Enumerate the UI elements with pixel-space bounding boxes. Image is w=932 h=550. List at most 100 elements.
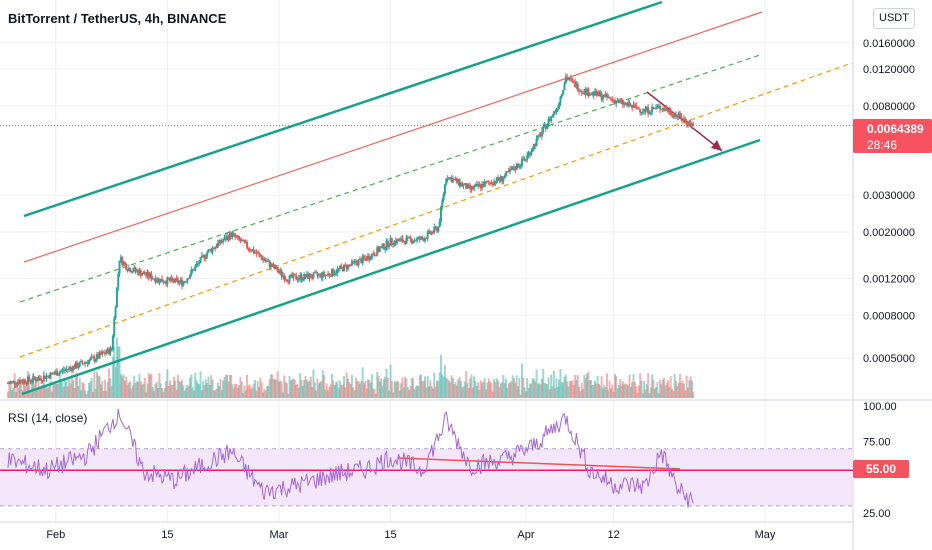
volume-bar (131, 385, 134, 398)
volume-bar (498, 387, 501, 398)
volume-bar (214, 390, 217, 398)
volume-bar (487, 378, 490, 398)
volume-bar (117, 346, 120, 398)
volume-bar (74, 374, 77, 398)
volume-bar (174, 380, 177, 398)
volume-bar (194, 372, 197, 398)
volume-bar (528, 383, 531, 398)
candle-body (445, 178, 448, 185)
candle-body (467, 184, 470, 186)
candle-body (518, 165, 521, 168)
candle-body (591, 92, 594, 94)
volume-bar (679, 373, 682, 398)
candle-body (179, 279, 182, 282)
candle-body (571, 79, 574, 81)
candle-body (219, 239, 222, 243)
candle-body (182, 282, 185, 286)
volume-bar (329, 384, 332, 398)
candle-body (360, 258, 363, 264)
candle-body (574, 81, 577, 88)
rsi-level-tag: 55.00 (853, 460, 909, 478)
x-tick-label: 15 (161, 529, 173, 541)
volume-bar (301, 386, 304, 398)
candle-body (559, 96, 562, 104)
volume-bar (199, 371, 202, 398)
candle-body (58, 372, 61, 375)
candle-body (99, 352, 102, 355)
candle-body (203, 255, 206, 259)
candle-body (110, 347, 113, 350)
candle-body (417, 237, 420, 239)
volume-bar (619, 378, 622, 398)
candle-body (175, 278, 178, 280)
candle-body (248, 248, 251, 251)
volume-bar (72, 380, 75, 398)
volume-bar (361, 367, 364, 398)
candle-body (194, 266, 197, 271)
candle-body (544, 124, 547, 129)
volume-bar (586, 373, 589, 398)
volume-bar (240, 381, 243, 398)
volume-bar (546, 384, 549, 398)
volume-bar (344, 387, 347, 398)
volume-bar (600, 376, 603, 398)
candle-body (570, 77, 573, 80)
volume-bar (459, 380, 462, 398)
volume-bar (641, 393, 644, 398)
candle-body (147, 271, 150, 278)
volume-bar (308, 380, 311, 398)
candle-body (292, 274, 295, 278)
volume-bar (439, 354, 442, 398)
volume-bar (70, 374, 73, 398)
candle-body (558, 103, 561, 109)
volume-bar (42, 370, 45, 398)
candle-body (600, 92, 603, 100)
volume-bar (316, 378, 319, 398)
candle-body (62, 369, 65, 371)
volume-bar (538, 383, 541, 398)
candle-body (667, 110, 670, 113)
candle-body (139, 270, 142, 276)
candle-body (653, 108, 656, 110)
volume-bar (594, 380, 597, 398)
volume-bar (675, 380, 678, 398)
volume-bar (196, 383, 199, 398)
volume-bar (110, 386, 113, 398)
candle-body (265, 261, 268, 263)
candle-body (596, 91, 599, 96)
volume-bar (333, 385, 336, 398)
volume-bar (495, 378, 498, 398)
candle-body (303, 273, 306, 280)
volume-bar (56, 384, 59, 398)
volume-bar (580, 382, 583, 398)
candle-body (312, 272, 315, 278)
candle-body (125, 263, 128, 270)
candle-body (470, 186, 473, 190)
candle-body (613, 100, 616, 104)
volume-bar (461, 387, 464, 398)
rsi-panel (0, 408, 853, 508)
volume-bar (252, 384, 255, 398)
volume-bar (535, 369, 538, 398)
candle-body (33, 376, 36, 379)
volume-bar (424, 376, 427, 398)
currency-selector[interactable]: USDT (873, 8, 915, 29)
candle-body (645, 107, 648, 111)
candle-body (171, 277, 174, 280)
candle-body (98, 352, 101, 359)
candle-body (454, 178, 457, 180)
volume-bar (182, 385, 185, 398)
volume-bar (126, 384, 129, 398)
candle-body (408, 236, 411, 238)
volume-bar (612, 391, 615, 398)
x-tick-label: Apr (517, 529, 534, 541)
volume-bar (591, 384, 594, 398)
volume-bar (304, 375, 307, 398)
volume-bar (547, 377, 550, 398)
volume-bar (398, 390, 401, 398)
y-tick-label: 0.0008000 (863, 310, 915, 322)
candle-body (406, 236, 409, 238)
volume-bar (91, 391, 94, 398)
volume-bar (264, 390, 267, 398)
